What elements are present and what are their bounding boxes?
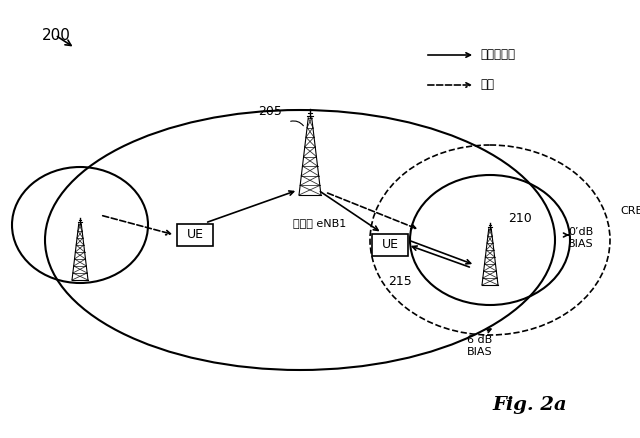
Text: 215: 215 (388, 275, 412, 288)
Text: 6 dB
BIAS: 6 dB BIAS (467, 335, 493, 357)
Text: 干渉: 干渉 (480, 78, 494, 92)
Text: 205: 205 (258, 105, 282, 118)
Text: 210: 210 (508, 212, 532, 225)
Text: Fig. 2a: Fig. 2a (493, 396, 567, 414)
FancyBboxPatch shape (177, 224, 213, 246)
Text: 200: 200 (42, 28, 71, 43)
FancyBboxPatch shape (372, 234, 408, 256)
Text: マクロ eNB1: マクロ eNB1 (293, 218, 347, 228)
Text: CRE領域: CRE領域 (620, 205, 640, 215)
Text: 所望の信号: 所望の信号 (480, 49, 515, 61)
Text: UE: UE (186, 229, 204, 241)
Text: UE: UE (381, 239, 399, 251)
Text: 0’dB
BIAS: 0’dB BIAS (568, 227, 594, 249)
